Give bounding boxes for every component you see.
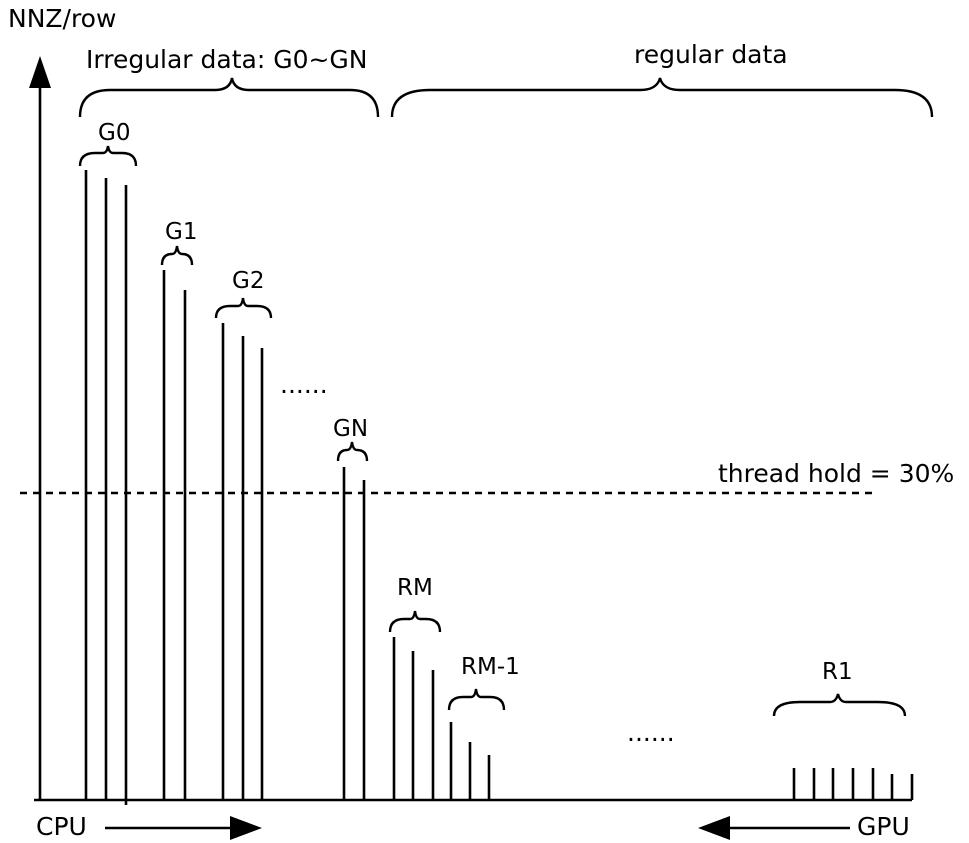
group-label-g0: G0 xyxy=(98,120,130,146)
group-brace-rm xyxy=(390,611,440,632)
group-label-g1: G1 xyxy=(165,219,197,245)
threshold-label: thread hold = 30% xyxy=(718,459,954,488)
y-axis-arrowhead xyxy=(29,56,51,88)
group-brace-g2 xyxy=(216,298,271,318)
irregular-data-brace xyxy=(80,78,378,117)
group-label-g2: G2 xyxy=(232,268,264,294)
group-label-gn: GN xyxy=(333,416,368,442)
regular-data-label: regular data xyxy=(634,40,788,69)
group-ellipsis: ...... xyxy=(280,370,328,399)
group-brace-g0 xyxy=(80,146,136,166)
group-brace-g1 xyxy=(162,246,192,265)
regular-data-brace xyxy=(392,78,932,117)
gpu-label: GPU xyxy=(857,812,910,841)
irregular-data-label: Irregular data: G0~GN xyxy=(86,45,368,74)
group-brace-r1 xyxy=(774,694,905,716)
group-brace-gn xyxy=(338,442,367,461)
cpu-direction-arrowhead xyxy=(230,816,262,840)
group-brace-rm-1 xyxy=(449,689,504,710)
group-label-r1: R1 xyxy=(822,659,853,685)
group-ellipsis: ...... xyxy=(627,718,675,747)
group-label-rm: RM xyxy=(397,575,433,601)
gpu-direction-arrowhead xyxy=(698,816,730,840)
y-axis-label: NNZ/row xyxy=(8,4,116,33)
group-label-rm-1: RM-1 xyxy=(461,654,520,680)
cpu-label: CPU xyxy=(36,812,87,841)
